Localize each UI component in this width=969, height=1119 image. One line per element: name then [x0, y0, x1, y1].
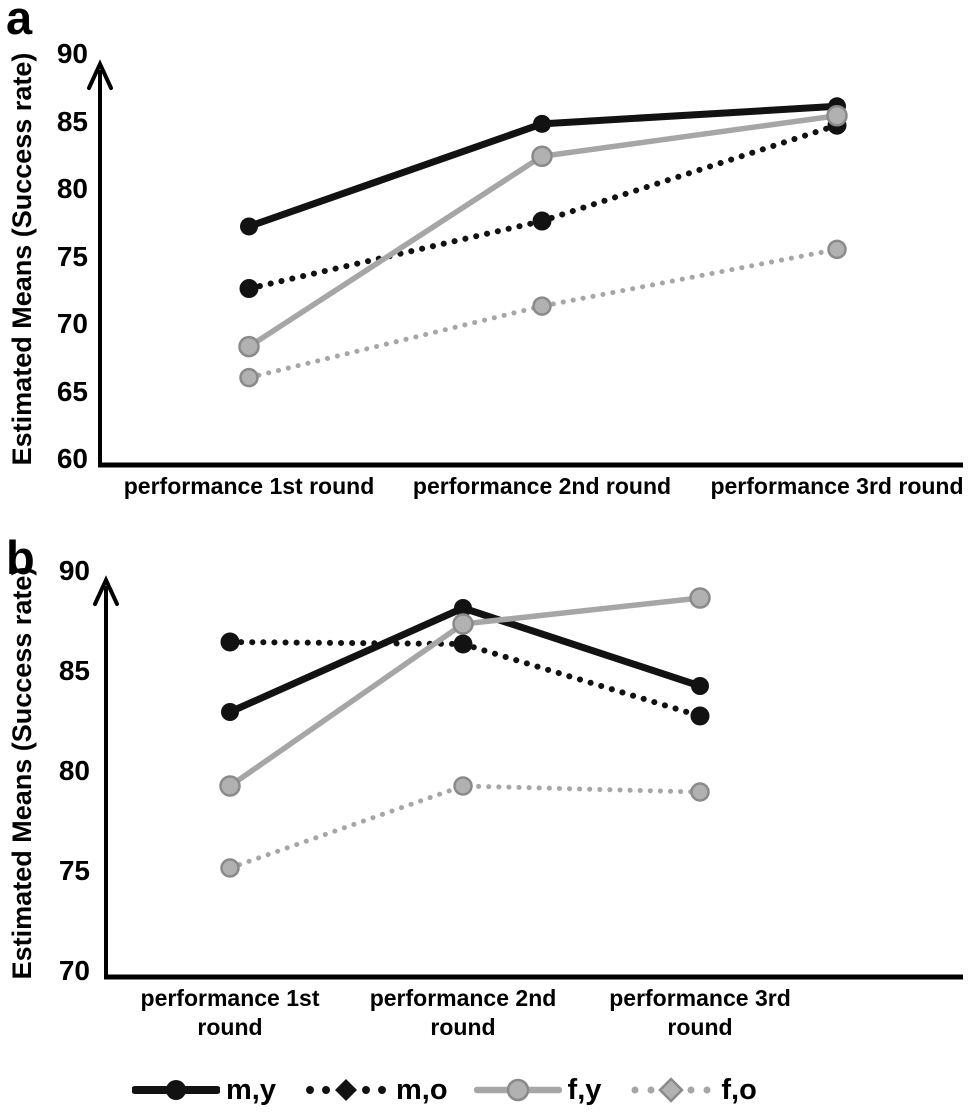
- legend-sample-fy: [473, 1078, 562, 1102]
- x-category-label-line1: performance 2nd: [369, 985, 557, 1011]
- y-axis-tick-label: 70: [56, 308, 88, 339]
- data-point-marker-my: [240, 217, 258, 236]
- x-category-label-line1: performance 3rd: [609, 985, 791, 1011]
- y-axis-tick-label: 90: [56, 38, 88, 69]
- y-axis-tick-label: 75: [58, 855, 90, 886]
- y-axis-tick-label: 80: [56, 173, 88, 204]
- legend-dot: [631, 1086, 639, 1094]
- legend-marker-circle: [166, 1080, 186, 1100]
- legend-item-mo: m,o: [302, 1074, 448, 1106]
- data-point-marker-fy: [452, 613, 474, 635]
- data-point-marker-mo: [532, 211, 552, 231]
- panel-b-label: b: [6, 531, 35, 584]
- x-category-label-line2: round: [667, 1014, 733, 1040]
- y-axis-tick-label: 70: [58, 955, 90, 986]
- y-axis-tick-label: 60: [56, 443, 88, 474]
- y-axis-arrowhead: [87, 59, 113, 90]
- x-category-label: performance 3rd round: [710, 473, 964, 499]
- data-point-marker-fo: [532, 296, 552, 316]
- data-point-marker-my: [691, 677, 709, 695]
- data-point-marker-mo: [453, 634, 473, 654]
- legend-label: m,o: [395, 1074, 448, 1106]
- chart-legend: m,y m,o f,y f,o: [132, 1074, 757, 1106]
- legend-dot: [703, 1086, 711, 1094]
- x-category-label: performance 3rd round: [560, 984, 840, 1042]
- data-point-marker-my: [454, 599, 472, 617]
- legend-sample-mo: [305, 1079, 386, 1101]
- x-category-label: performance 1st round: [90, 984, 370, 1042]
- data-point-marker-fo: [690, 782, 710, 802]
- data-point-marker-fo: [239, 367, 259, 388]
- legend-marker-circle: [506, 1078, 529, 1102]
- data-point-marker-my: [533, 114, 551, 133]
- legend-sample-fo: [631, 1077, 711, 1103]
- data-point-marker-fy: [531, 145, 553, 167]
- x-category-label-line2: round: [197, 1014, 263, 1040]
- y-axis-title-panel-b: Estimated Means (Success rate): [7, 566, 37, 980]
- y-axis-tick-label: 75: [56, 240, 88, 272]
- legend-label: f,y: [567, 1074, 602, 1106]
- data-point-marker-mo: [690, 706, 710, 726]
- x-category-label: performance 2nd round: [323, 984, 603, 1042]
- legend-dot: [321, 1086, 330, 1094]
- y-axis-tick-label: 80: [58, 755, 90, 786]
- data-point-marker-fo: [453, 776, 473, 796]
- x-category-label-line2: round: [430, 1014, 496, 1040]
- legend-item-fy: f,y: [473, 1074, 602, 1106]
- legend-marker-diamond: [334, 1079, 357, 1101]
- data-point-marker-fy: [689, 587, 711, 609]
- data-point-marker-my: [221, 703, 239, 721]
- legend-label: f,o: [721, 1074, 757, 1106]
- data-point-marker-fo: [220, 858, 240, 878]
- data-point-marker-fy: [219, 775, 241, 797]
- legend-dot: [305, 1086, 314, 1094]
- y-axis-tick-label: 85: [58, 655, 90, 686]
- panel-a-label: a: [6, 0, 33, 44]
- data-point-marker-mo: [220, 632, 240, 652]
- legend-label: m,y: [226, 1074, 276, 1106]
- x-category-label: performance 2nd round: [412, 473, 672, 499]
- y-axis-tick-label: 90: [58, 555, 90, 586]
- y-axis-arrowhead: [93, 575, 119, 606]
- legend-item-my: m,y: [132, 1074, 276, 1106]
- data-point-marker-mo: [239, 279, 259, 299]
- legend-sample-my: [132, 1080, 220, 1100]
- legend-dot: [377, 1086, 386, 1094]
- legend-item-fo: f,o: [627, 1074, 757, 1106]
- data-point-marker-fo: [827, 239, 847, 260]
- data-point-marker-fy: [238, 335, 260, 358]
- x-category-label-line1: performance 1st: [140, 985, 320, 1011]
- y-axis-tick-label: 85: [56, 105, 88, 137]
- data-point-marker-fy: [826, 105, 848, 127]
- legend-dot: [647, 1086, 655, 1094]
- x-category-label: performance 1st round: [123, 473, 375, 499]
- legend-dot: [361, 1086, 370, 1094]
- series-line-fo: [227, 783, 703, 871]
- legend-dot: [687, 1086, 695, 1094]
- y-axis-tick-label: 65: [56, 375, 88, 407]
- legend-marker-diamond: [658, 1077, 685, 1103]
